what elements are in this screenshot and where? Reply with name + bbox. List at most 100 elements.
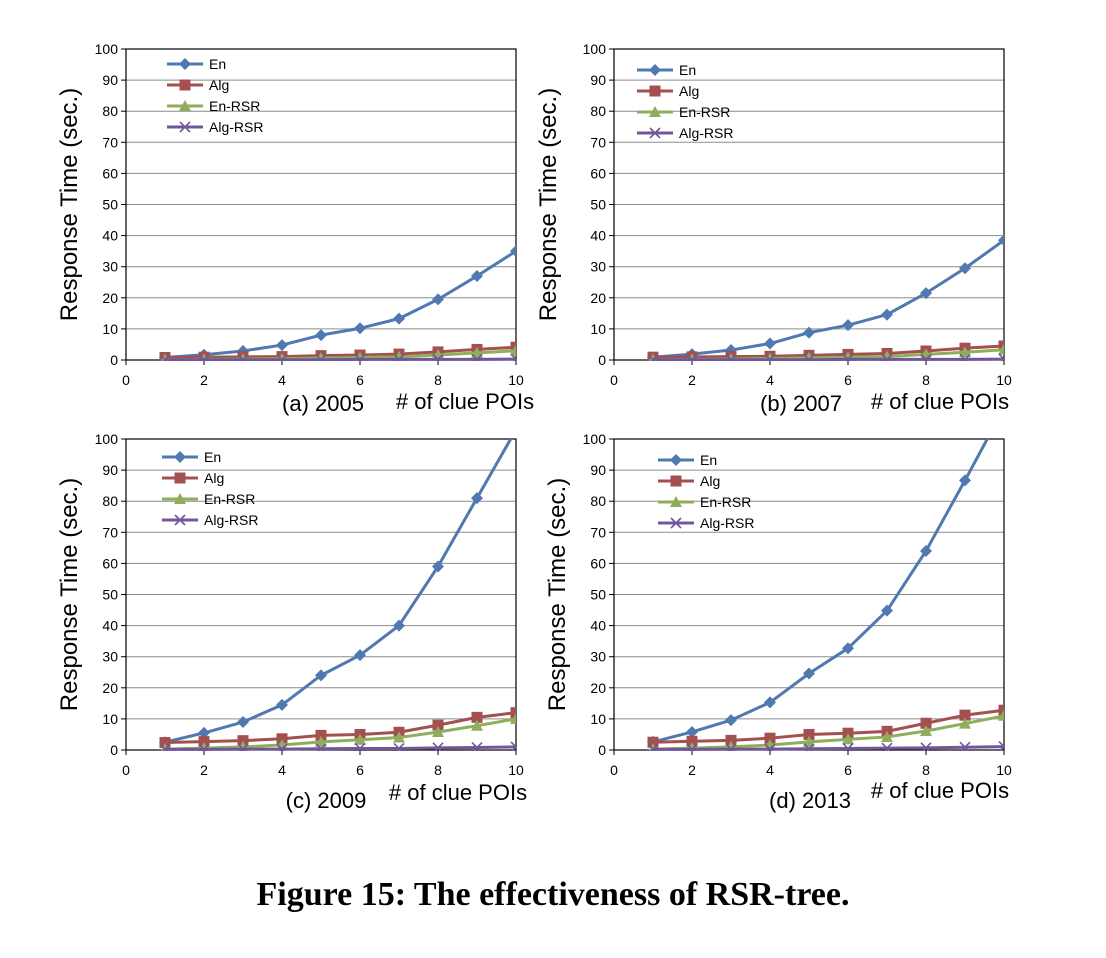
chart-1-legend-marker-alg (179, 79, 191, 91)
chart-1-ytick-label: 90 (102, 72, 118, 88)
chart-3-point-alg (315, 729, 327, 741)
chart-3-ytick-label: 0 (110, 742, 118, 758)
chart-2-legend-marker-en-rsr (649, 106, 661, 117)
chart-4-point-alg (725, 734, 737, 746)
chart-1-line-alg (164, 345, 516, 360)
chart-4-point-alg-rsr (647, 743, 659, 751)
chart-3-point-alg-rsr (471, 741, 483, 751)
chart-4-point-en-rsr (998, 709, 1004, 721)
chart-2-subtitle: (b) 2007 (760, 391, 842, 416)
chart-4-point-alg (803, 728, 815, 740)
chart-2-ytick-label: 10 (590, 321, 606, 337)
chart-2-point-en (881, 308, 893, 321)
chart-3-ytick-label: 20 (102, 680, 118, 696)
chart-2-ytick-label: 0 (598, 352, 606, 368)
chart-1-ytick-label: 100 (95, 41, 119, 57)
chart-3-point-alg-rsr (432, 742, 444, 751)
chart-3-point-alg-rsr (510, 741, 516, 751)
chart-4-series-alg (647, 704, 1004, 748)
chart-2-point-alg-rsr (725, 354, 737, 361)
chart-4-legend-marker-alg (670, 475, 682, 487)
chart-3-point-en-rsr (510, 712, 516, 724)
chart-2-xtick-label: 6 (844, 372, 852, 388)
chart-4-subtitle: (d) 2013 (769, 788, 851, 813)
chart-2-ytick-label: 30 (590, 259, 606, 275)
chart-2-point-alg-rsr (920, 353, 932, 361)
chart-1-legend-label-alg-rsr: Alg-RSR (209, 119, 263, 135)
chart-1-ytick-label: 10 (102, 321, 118, 337)
chart-4-xlabel: # of clue POIs (871, 778, 1009, 803)
chart-4-ytick-label: 40 (590, 618, 606, 634)
chart-4-legend-marker-en (670, 454, 682, 466)
chart-2-ytick-label: 40 (590, 228, 606, 244)
chart-3-point-en (198, 726, 210, 739)
chart-2-xtick-label: 0 (610, 372, 618, 388)
chart-1-point-alg-rsr (354, 353, 366, 361)
chart-4-ytick-label: 80 (590, 493, 606, 509)
chart-1-point-en-rsr (471, 346, 483, 358)
chart-4-xtick-label: 8 (922, 762, 930, 778)
chart-2-point-en (764, 337, 776, 350)
chart-3-point-alg (198, 736, 210, 748)
chart-4-xtick-label: 0 (610, 762, 618, 778)
chart-1-ytick-label: 80 (102, 103, 118, 119)
chart-3-point-alg-rsr (237, 743, 249, 751)
chart-1-point-alg (510, 341, 516, 353)
chart-1-legend-marker-en (179, 58, 191, 70)
chart-4-point-alg-rsr (686, 743, 698, 751)
chart-1-series-alg-rsr (159, 353, 516, 361)
chart-1-point-alg-rsr (432, 353, 444, 361)
chart-3-xtick-label: 10 (508, 762, 524, 778)
chart-4-point-en (764, 696, 776, 709)
chart-3-point-alg (432, 719, 444, 731)
chart-4-point-en-rsr (803, 735, 815, 747)
chart-2-series-en (647, 234, 1004, 361)
chart-4-point-en-rsr (881, 730, 893, 742)
chart-4-point-en-rsr (842, 733, 854, 745)
chart-4-point-alg-rsr (803, 743, 815, 751)
chart-4-point-alg-rsr (725, 743, 737, 751)
chart-3-line-alg (164, 711, 516, 745)
chart-1-legend-label-alg: Alg (209, 77, 229, 93)
chart-2-ytick-label: 90 (590, 72, 606, 88)
chart-3-line-en-rsr (164, 717, 516, 751)
chart-3-point-en (315, 669, 327, 682)
chart-1-point-alg-rsr (237, 354, 249, 361)
chart-2-xlabel: # of clue POIs (871, 389, 1009, 414)
chart-3-point-en-rsr (315, 735, 327, 747)
chart-4-point-alg (764, 732, 776, 744)
chart-2-ytick-label: 70 (590, 134, 606, 150)
chart-4-legend-label-alg: Alg (700, 473, 720, 489)
chart-4-line-en (652, 439, 989, 744)
chart-4-ytick-label: 70 (590, 524, 606, 540)
chart-3-point-en (471, 492, 483, 505)
chart-1-ytick-label: 0 (110, 352, 118, 368)
chart-1-ytick-label: 70 (102, 134, 118, 150)
chart-4-legend-label-en-rsr: En-RSR (700, 494, 751, 510)
chart-2-ytick-label: 20 (590, 290, 606, 306)
chart-3-ytick-label: 80 (102, 493, 118, 509)
chart-4-point-alg (959, 709, 971, 721)
chart-1-legend-label-en-rsr: En-RSR (209, 98, 260, 114)
chart-2-point-alg-rsr (686, 354, 698, 361)
chart-4-xtick-label: 10 (996, 762, 1012, 778)
chart-3-legend-marker-alg-rsr (174, 514, 186, 526)
chart-1-point-alg-rsr (276, 354, 288, 361)
chart-1-legend-label-en: En (209, 56, 226, 72)
chart-3-point-en-rsr (393, 731, 405, 743)
chart-4-point-en (881, 604, 893, 617)
chart-4-point-alg-rsr (998, 741, 1004, 751)
chart-4-line-alg-rsr (653, 745, 1004, 751)
chart-2-point-alg-rsr (764, 354, 776, 361)
chart-2-xtick-label: 2 (688, 372, 696, 388)
chart-2-point-alg (998, 340, 1004, 352)
chart-4-xtick-label: 2 (688, 762, 696, 778)
chart-3-ytick-label: 40 (102, 618, 118, 634)
chart-2-ytick-label: 80 (590, 103, 606, 119)
chart-3-line-alg-rsr (165, 745, 516, 751)
chart-4-point-alg-rsr (881, 742, 893, 751)
chart-2-point-alg-rsr (881, 353, 893, 361)
chart-2-point-en (803, 326, 815, 339)
chart-4-point-alg (998, 704, 1004, 716)
chart-3-point-en (393, 619, 405, 632)
